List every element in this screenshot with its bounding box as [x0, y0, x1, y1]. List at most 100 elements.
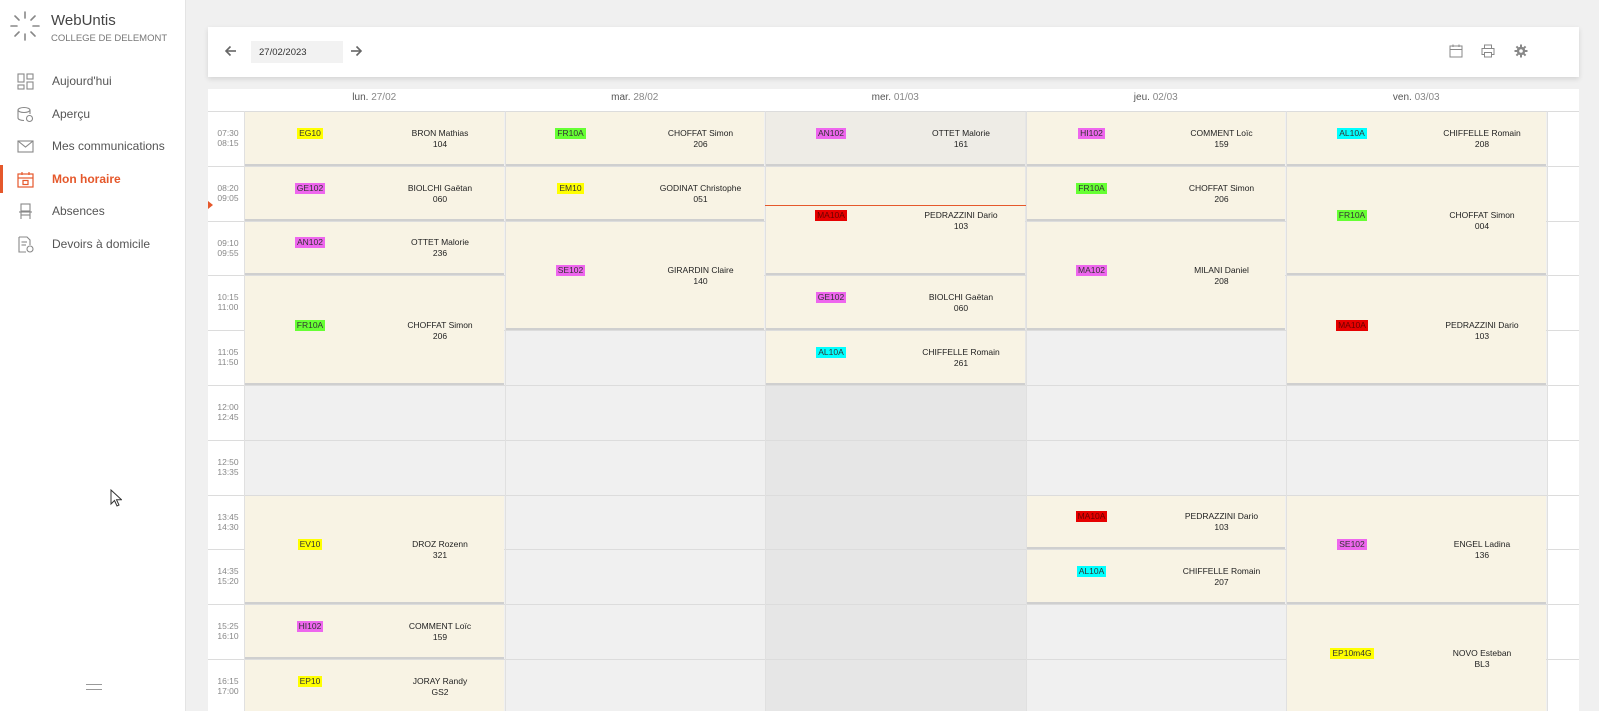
lesson-teacher: BRON Mathias — [411, 127, 469, 138]
subject-badge: AL10A — [816, 347, 846, 359]
dashboard-icon — [17, 73, 34, 90]
subject-badge: EV10 — [297, 538, 323, 550]
lesson-teacher-room: OTTET Malorie 161 — [896, 128, 1026, 150]
arrow-left-icon[interactable] — [223, 43, 239, 59]
nav-label: Mon horaire — [52, 172, 121, 186]
nav-item-absences[interactable]: Absences — [0, 197, 185, 225]
lesson-teacher: CHOFFAT Simon — [1449, 210, 1515, 221]
grid-column-line — [1025, 111, 1027, 711]
lesson-block[interactable]: EV10 DROZ Rozenn 321 — [245, 495, 505, 605]
lesson-block[interactable]: GE102 BIOLCHI Gaëtan 060 — [245, 166, 504, 221]
subject-badge: GE102 — [815, 292, 847, 304]
lesson-block[interactable]: EG10 BRON Mathias 104 — [245, 112, 504, 166]
grid-row-line — [208, 330, 1579, 332]
lesson-block[interactable]: MA10A PEDRAZZINI Dario 103 — [766, 166, 1025, 276]
lesson-teacher-room: DROZ Rozenn 321 — [375, 539, 505, 561]
lesson-block[interactable]: EP10m4G NOVO Esteban BL3 — [1287, 605, 1546, 711]
sidebar: WebUntis COLLEGE DE DELEMONT Aujourd'hui… — [0, 0, 186, 711]
grid-row-line — [208, 439, 1579, 441]
lesson-block[interactable]: MA10A PEDRAZZINI Dario 103 — [1026, 495, 1287, 550]
lesson-block[interactable]: SE102 ENGEL Ladina 136 — [1287, 495, 1547, 605]
lesson-block[interactable]: HI102 COMMENT Loïc 159 — [245, 605, 504, 659]
period-end: 12:45 — [217, 412, 239, 422]
period-end: 08:15 — [217, 138, 239, 148]
lesson-block[interactable]: MA102 MILANI Daniel 208 — [1026, 221, 1285, 331]
lesson-subject: FR10A — [245, 319, 375, 331]
lesson-room: 236 — [432, 248, 448, 259]
lesson-subject: GE102 — [245, 182, 375, 194]
lesson-teacher-room: CHIFFELLE Romain 207 — [1157, 566, 1287, 588]
subject-badge: FR10A — [1076, 182, 1107, 194]
arrow-right-icon[interactable] — [348, 43, 364, 59]
lesson-teacher: CHOFFAT Simon — [407, 319, 473, 330]
lesson-block[interactable]: MA10A PEDRAZZINI Dario 103 — [1287, 276, 1546, 385]
lesson-teacher-room: ENGEL Ladina 136 — [1417, 539, 1547, 561]
lesson-block[interactable]: HI102 COMMENT Loïc 159 — [1026, 112, 1285, 166]
grid-row-line — [208, 659, 1579, 660]
lesson-room: 206 — [432, 330, 448, 341]
lesson-teacher: COMMENT Loïc — [408, 621, 472, 632]
nav-item-messages[interactable]: Mes communications — [0, 132, 185, 160]
lesson-block[interactable]: GE102 BIOLCHI Gaëtan 060 — [766, 276, 1025, 331]
period-end: 13:35 — [217, 466, 239, 477]
day-name: jeu. — [1133, 92, 1153, 103]
subject-badge: FR10A — [1336, 210, 1368, 222]
lesson-block[interactable]: AL10A CHIFFELLE Romain 261 — [766, 331, 1025, 385]
subject-badge: EP10 — [297, 675, 323, 687]
lesson-block[interactable]: EP10 JORAY Randy GS2 — [245, 660, 504, 711]
day-header: jeu. 02/03 — [1026, 89, 1287, 111]
period-start: 07:30 — [217, 128, 239, 138]
subject-badge: EM10 — [557, 182, 584, 194]
nav-label: Mes communications — [52, 139, 165, 153]
grid-row-line — [208, 604, 1579, 606]
lesson-teacher: OTTET Malorie — [411, 237, 469, 248]
lesson-subject: EG10 — [245, 127, 375, 139]
nav-item-homework[interactable]: Devoirs à domicile — [0, 230, 185, 258]
subject-badge: MA102 — [1076, 264, 1107, 276]
print-icon[interactable] — [1481, 44, 1495, 58]
grid-column-line — [765, 111, 766, 711]
lesson-block[interactable]: AL10A CHIFFELLE Romain 208 — [1287, 112, 1546, 166]
lesson-block[interactable]: FR10A CHOFFAT Simon 206 — [1026, 166, 1287, 221]
lesson-block[interactable]: FR10A CHOFFAT Simon 206 — [245, 276, 504, 385]
lesson-teacher-room: NOVO Esteban BL3 — [1417, 648, 1547, 670]
mail-icon — [17, 140, 34, 153]
lesson-room: 261 — [953, 358, 969, 369]
calendar-icon[interactable] — [1449, 44, 1463, 58]
period-start: 10:15 — [217, 292, 239, 303]
grid-row-line — [208, 275, 1579, 277]
lesson-teacher: PEDRAZZINI Dario — [924, 210, 998, 221]
lesson-block[interactable]: FR10A CHOFFAT Simon 004 — [1287, 166, 1547, 276]
nav-item-timetable[interactable]: Mon horaire — [0, 165, 185, 193]
nav-item-overview[interactable]: Aperçu — [0, 100, 185, 128]
day-name: mer. — [871, 92, 894, 103]
lesson-teacher-room: JORAY Randy GS2 — [375, 676, 505, 698]
lesson-room: 004 — [1474, 221, 1490, 232]
lesson-block[interactable]: FR10A CHOFFAT Simon 206 — [505, 112, 764, 166]
lesson-block[interactable]: AN102 OTTET Malorie 161 — [766, 112, 1025, 166]
lesson-teacher-room: CHOFFAT Simon 206 — [1157, 183, 1287, 205]
nav-label: Absences — [52, 204, 105, 218]
nav-item-today[interactable]: Aujourd'hui — [0, 67, 185, 95]
period-time: 11:05 11:50 — [208, 347, 248, 367]
current-time-marker — [208, 201, 213, 210]
grid-column-line — [1546, 111, 1548, 711]
lesson-block[interactable]: AN102 OTTET Malorie 236 — [245, 221, 504, 276]
subject-badge: EP10m4G — [1330, 648, 1374, 660]
lesson-teacher-room: PEDRAZZINI Dario 103 — [1157, 511, 1287, 533]
lesson-block[interactable]: AL10A CHIFFELLE Romain 207 — [1026, 550, 1287, 605]
date-input[interactable] — [251, 41, 343, 63]
day-date: 01/03 — [893, 92, 919, 103]
lesson-subject: AN102 — [245, 237, 375, 249]
lesson-block[interactable]: EM10 GODINAT Christophe 051 — [505, 166, 764, 221]
period-start: 09:10 — [217, 237, 239, 248]
collapse-menu-icon[interactable] — [86, 684, 102, 690]
period-time: 08:20 09:05 — [208, 183, 248, 203]
settings-icon[interactable] — [1514, 44, 1528, 58]
lesson-subject: EP10 — [245, 675, 375, 687]
lesson-teacher: DROZ Rozenn — [412, 538, 468, 549]
lesson-subject: FR10A — [1287, 210, 1417, 222]
lesson-room: 321 — [432, 549, 448, 560]
lesson-teacher-room: CHOFFAT Simon 004 — [1417, 210, 1547, 232]
lesson-block[interactable]: SE102 GIRARDIN Claire 140 — [505, 221, 764, 331]
